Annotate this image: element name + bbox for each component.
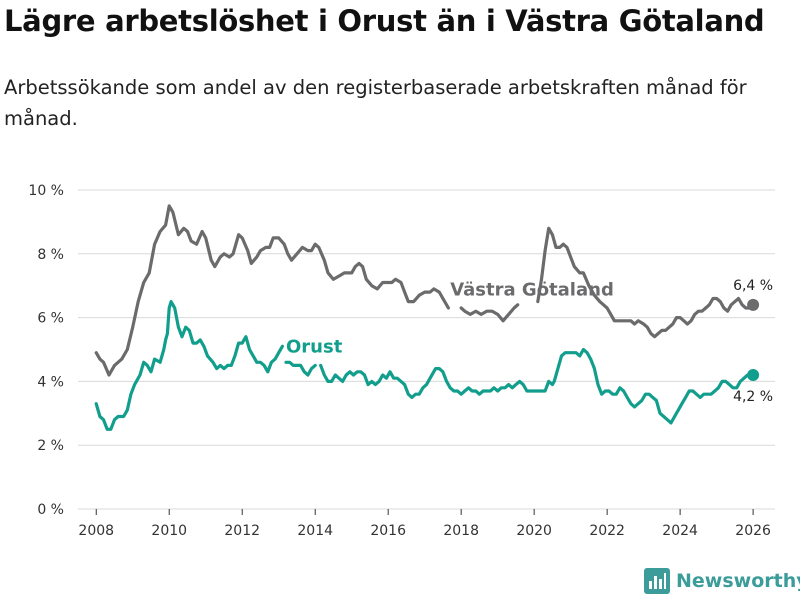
- x-tick-label: 2010: [151, 523, 187, 539]
- y-axis: 0 % 2 % 4 % 6 % 8 % 10 %: [28, 183, 64, 518]
- y-tick-label: 0 %: [37, 502, 64, 518]
- series-line-orust: [319, 347, 755, 425]
- x-tick-label: 2014: [297, 523, 333, 539]
- chart-subtitle: Arbetssökande som andel av den registerb…: [4, 76, 747, 130]
- x-tick-label: 2018: [443, 523, 479, 539]
- series-line-v-stra-g-taland: [536, 226, 755, 339]
- newsworthy-brand[interactable]: Newsworthy: [644, 568, 800, 594]
- x-tick-label: 2012: [224, 523, 260, 539]
- brand-name[interactable]: Newsworthy: [676, 570, 800, 592]
- series-lines: [94, 204, 760, 431]
- x-tick-label: 2016: [370, 523, 406, 539]
- bar-chart-logo-icon: [644, 568, 670, 594]
- x-tick-label: 2024: [662, 523, 698, 539]
- series-line-v-stra-g-taland: [459, 303, 520, 323]
- series-line-orust: [94, 300, 284, 431]
- end-label-vastra-gotaland: 6,4 %: [733, 278, 773, 294]
- x-tick-label: 2020: [516, 523, 552, 539]
- y-tick-label: 2 %: [37, 438, 64, 454]
- series-label-vastra-gotaland: Västra Götaland: [450, 279, 614, 300]
- series-label-orust: Orust: [286, 337, 343, 358]
- end-label-orust: 4,2 %: [733, 389, 773, 405]
- y-tick-label: 6 %: [37, 311, 64, 327]
- y-tick-label: 10 %: [28, 183, 64, 199]
- series-line-orust: [284, 360, 317, 377]
- x-axis: 2008 2010 2012 2014 2016 2018 2020 2022 2024 2026: [78, 509, 771, 539]
- x-tick-label: 2008: [78, 523, 114, 539]
- end-point-v-stra-g-taland: [747, 298, 760, 311]
- series-labels: Västra Götaland Orust 6,4 % 4,2 %: [286, 278, 773, 405]
- x-tick-label: 2022: [589, 523, 625, 539]
- x-tick-label: 2026: [735, 523, 771, 539]
- end-point-orust: [747, 369, 760, 382]
- series-line-v-stra-g-taland: [94, 204, 450, 377]
- grid-lines: [78, 189, 775, 510]
- y-tick-label: 4 %: [37, 374, 64, 390]
- page-title: Lägre arbetslöshet i Orust än i Västra G…: [4, 4, 765, 38]
- y-tick-label: 8 %: [37, 247, 64, 263]
